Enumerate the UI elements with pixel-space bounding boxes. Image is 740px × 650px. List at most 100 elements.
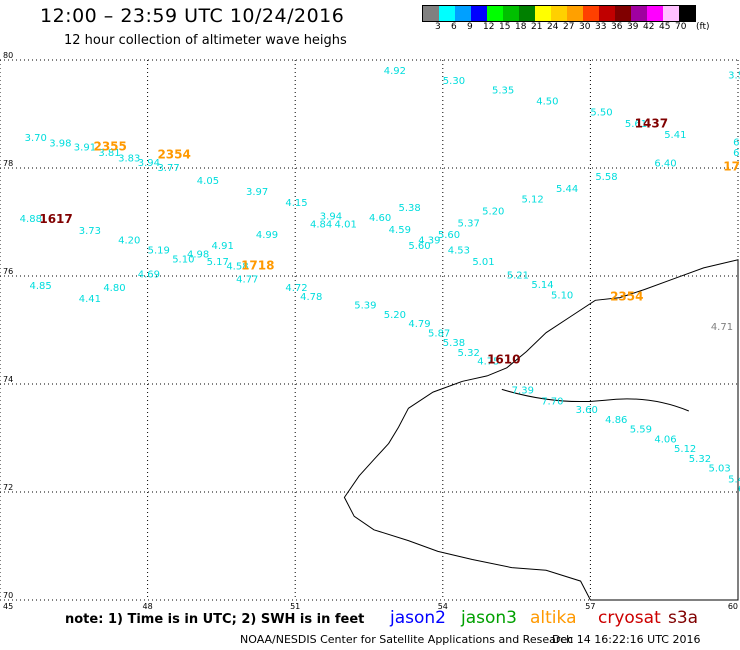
swh-value: 3.70 bbox=[25, 133, 47, 144]
color-swatch bbox=[679, 6, 695, 21]
swh-value: 4.41 bbox=[79, 294, 101, 305]
lon-label: 60 bbox=[728, 602, 738, 611]
swh-value: 5.19 bbox=[148, 245, 170, 256]
swh-value: 4.98 bbox=[187, 250, 209, 261]
swh-value: 4.88 bbox=[20, 214, 42, 225]
color-scale-label: 30 bbox=[579, 22, 591, 32]
swh-value: 4.69 bbox=[138, 270, 160, 281]
swh-value: 5.01 bbox=[472, 257, 494, 268]
swh-value: 3.94 bbox=[320, 211, 342, 222]
satellite-legend-jason3: jason3 bbox=[461, 608, 517, 628]
swh-value: 4.78 bbox=[300, 292, 322, 303]
swh-value: 4.60 bbox=[369, 213, 391, 224]
swh-value: 7.39 bbox=[512, 386, 534, 397]
swh-value: 4.20 bbox=[118, 236, 140, 247]
swh-value: 4.86 bbox=[605, 415, 627, 426]
swh-value: 5.50 bbox=[590, 108, 612, 119]
color-scale-label: 21 bbox=[531, 22, 543, 32]
swh-value: 3.81 bbox=[98, 148, 120, 159]
lat-label: 74 bbox=[3, 375, 13, 384]
swh-value: 3.77 bbox=[157, 163, 179, 174]
lon-label: 57 bbox=[585, 602, 595, 611]
swh-value: 5.17 bbox=[207, 257, 229, 268]
swh-value: 5.32 bbox=[458, 348, 480, 359]
swh-value: 3.59 bbox=[728, 70, 740, 81]
color-swatch bbox=[583, 6, 599, 21]
page-subtitle: 12 hour collection of altimeter wave hei… bbox=[64, 33, 347, 48]
swh-value: 4.85 bbox=[30, 281, 52, 292]
track-time-label: 1718 bbox=[241, 259, 274, 273]
lat-label: 70 bbox=[3, 591, 13, 600]
swh-value: 4.72 bbox=[285, 283, 307, 294]
color-scale-label: 6 bbox=[451, 22, 457, 32]
color-swatch bbox=[471, 6, 487, 21]
swh-value: 5.41 bbox=[664, 130, 686, 141]
footer-note: note: 1) Time is in UTC; 2) SWH is in fe… bbox=[65, 612, 365, 627]
swh-value: 5.32 bbox=[689, 454, 711, 465]
track-time-label: 1718 bbox=[723, 160, 740, 174]
lon-label: 51 bbox=[290, 602, 300, 611]
color-scale-label: 42 bbox=[643, 22, 655, 32]
swh-value: 4.15 bbox=[285, 198, 307, 209]
color-swatch bbox=[535, 6, 551, 21]
satellite-legend-altika: altika bbox=[530, 608, 577, 628]
timestamp-text: Dec 14 16:22:16 UTC 2016 bbox=[552, 633, 701, 646]
swh-value: 5.39 bbox=[354, 300, 376, 311]
lat-label: 76 bbox=[3, 267, 13, 276]
credit-text: NOAA/NESDIS Center for Satellite Applica… bbox=[240, 633, 574, 646]
swh-value: 5.30 bbox=[443, 76, 465, 87]
swh-value: 5.41 bbox=[728, 474, 740, 485]
swh-value: 4.92 bbox=[384, 66, 406, 77]
track-time-label: 1437 bbox=[635, 117, 668, 131]
swh-value: 4.05 bbox=[197, 176, 219, 187]
swh-value: 4.99 bbox=[256, 230, 278, 241]
track-time-label: 2355 bbox=[93, 140, 126, 154]
swh-value: 6. bbox=[733, 148, 740, 159]
swh-value: 4.53 bbox=[448, 245, 470, 256]
swh-value: 5.21 bbox=[507, 271, 529, 282]
swh-value: 5.12 bbox=[522, 195, 544, 206]
track-time-label: 2354 bbox=[610, 289, 643, 303]
swh-value: 4.06 bbox=[654, 434, 676, 445]
color-scale-label: 45 bbox=[659, 22, 671, 32]
color-swatch bbox=[551, 6, 567, 21]
swh-value: 5.44 bbox=[556, 184, 578, 195]
strait-line bbox=[501, 388, 689, 412]
swh-value: 5.35 bbox=[492, 85, 514, 96]
color-swatch bbox=[567, 6, 583, 21]
lat-label: 72 bbox=[3, 483, 13, 492]
swh-value: 5.10 bbox=[551, 291, 573, 302]
swh-value: 5.38 bbox=[443, 338, 465, 349]
lon-label: 48 bbox=[143, 602, 153, 611]
lon-label: 45 bbox=[3, 602, 13, 611]
color-swatch bbox=[599, 6, 615, 21]
color-swatch bbox=[439, 6, 455, 21]
satellite-legend-s3a: s3a bbox=[668, 608, 699, 628]
swh-value: 4.91 bbox=[212, 241, 234, 252]
color-swatch bbox=[647, 6, 663, 21]
satellite-legend-jason2: jason2 bbox=[390, 608, 446, 628]
swh-value: 4.80 bbox=[103, 283, 125, 294]
color-swatch bbox=[423, 6, 439, 21]
swh-value: 4.59 bbox=[389, 225, 411, 236]
lon-label: 54 bbox=[438, 602, 448, 611]
swh-value: 6.1 bbox=[733, 137, 740, 148]
swh-value: 4.75 bbox=[477, 357, 499, 368]
swh-value: 4.77 bbox=[236, 274, 258, 285]
swh-value: 5.87 bbox=[428, 328, 450, 339]
swh-value: 3.97 bbox=[246, 187, 268, 198]
swh-value: 5.37 bbox=[458, 218, 480, 229]
swh-value: 5.60 bbox=[438, 230, 460, 241]
swh-value: 5.38 bbox=[399, 203, 421, 214]
swh-value: 6.1 bbox=[738, 484, 740, 495]
swh-value: 4.84 bbox=[310, 219, 332, 230]
color-swatch bbox=[631, 6, 647, 21]
swh-value: 4.01 bbox=[335, 219, 357, 230]
swh-value: 5.61 bbox=[625, 119, 647, 130]
lat-label: 80 bbox=[3, 51, 13, 60]
color-scale-label: 27 bbox=[563, 22, 575, 32]
color-scale-label: 39 bbox=[627, 22, 639, 32]
color-scale-label: 36 bbox=[611, 22, 623, 32]
swh-value: 3.94 bbox=[138, 158, 160, 169]
